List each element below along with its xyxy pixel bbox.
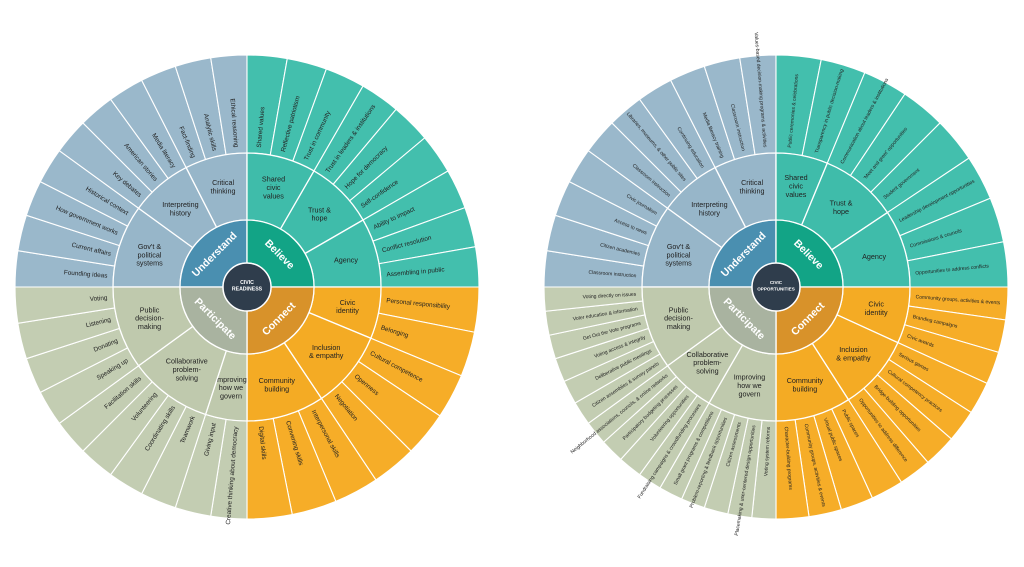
sub-label-public-decision-making: Public decision-making xyxy=(135,305,164,331)
outer-label-ethical-reasoning: Ethical reasoning xyxy=(228,98,239,148)
sub-label-gov-t-political-systems: Gov't & political systems xyxy=(136,242,163,268)
outer-label-shared-values: Shared values xyxy=(256,107,267,148)
outer-label-voting: Voting xyxy=(89,295,108,303)
sub-label-inclusion-empathy: Inclusion & empathy xyxy=(309,343,344,360)
sub-label-collaborative-problem-solving: Collaborative problem-solving xyxy=(166,356,208,382)
sub-label-inclusion-empathy: Inclusion & empathy xyxy=(836,345,871,362)
sub-label-critical-thinking: Critical thinking xyxy=(740,178,765,195)
outer-label-character-building-programs: Character-building programs xyxy=(783,426,794,490)
sub-label-agency: Agency xyxy=(862,252,886,261)
sub-label-shared-civic-values: Shared civic values xyxy=(784,173,807,199)
hub-label: CIVIC READINESS xyxy=(232,280,263,293)
sub-label-civic-identity: Civic identity xyxy=(865,299,888,316)
sub-label-public-decision-making: Public decision-making xyxy=(664,305,693,331)
sub-label-collaborative-problem-solving: Collaborative problem-solving xyxy=(686,350,728,376)
sub-label-improving-how-we-govern: Improving how we govern xyxy=(215,375,247,401)
outer-label-classroom-instruction: Classroom instruction xyxy=(588,270,637,280)
sub-label-shared-civic-values: Shared civic values xyxy=(262,174,285,200)
sub-label-agency: Agency xyxy=(334,255,358,264)
sub-label-improving-how-we-govern: Improving how we govern xyxy=(734,373,766,399)
wheel-hub xyxy=(222,262,272,312)
sub-label-trust-hope: Trust & hope xyxy=(308,205,331,222)
outer-label-voting-directly-on-issues: Voting directly on issues xyxy=(582,292,636,301)
sub-label-gov-t-political-systems: Gov't & political systems xyxy=(665,242,692,268)
sub-label-civic-identity: Civic identity xyxy=(336,298,359,315)
hub-label: CIVIC OPPORTUNITIES xyxy=(757,280,795,292)
wheel-hub xyxy=(751,262,801,312)
outer-label-voting-system-reforms: Voting system reforms xyxy=(763,426,772,476)
sub-label-interpreting-history: Interpreting history xyxy=(162,200,198,217)
sub-label-trust-hope: Trust & hope xyxy=(830,198,853,215)
sub-label-community-building: Community building xyxy=(259,376,296,393)
sub-label-community-building: Community building xyxy=(787,376,824,393)
sub-label-interpreting-history: Interpreting history xyxy=(691,200,727,217)
sub-label-critical-thinking: Critical thinking xyxy=(211,178,236,195)
outer-label-founding-ideas: Founding ideas xyxy=(64,269,108,279)
outer-label-digital-skills: Digital skills xyxy=(257,426,267,460)
